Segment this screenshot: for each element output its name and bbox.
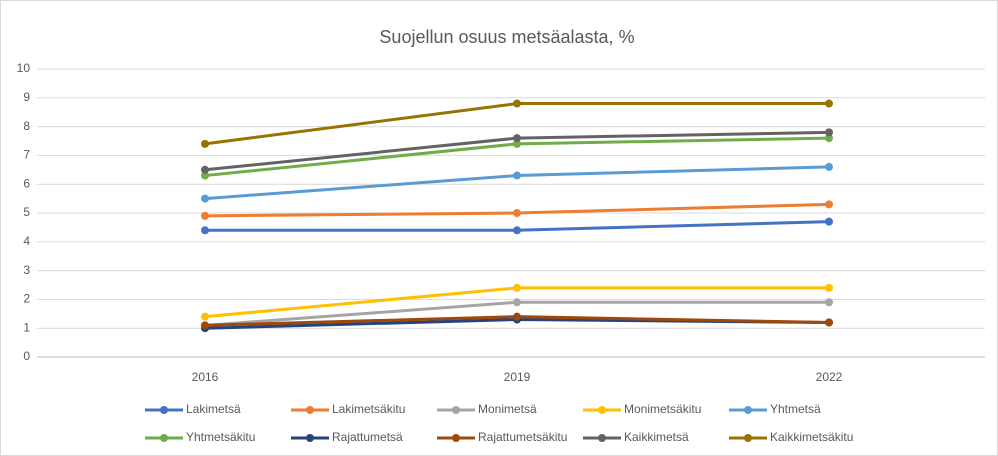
legend-label: Monimetsäkitu — [624, 402, 701, 416]
legend-marker — [160, 406, 168, 414]
y-tick-label: 7 — [23, 148, 30, 162]
data-point — [825, 162, 833, 171]
data-point — [201, 226, 209, 235]
y-tick-label: 1 — [23, 320, 30, 334]
legend-marker — [598, 406, 606, 414]
legend-label: Kaikkimetsäkitu — [770, 430, 853, 444]
data-point — [201, 171, 209, 180]
x-tick-label: 2019 — [504, 370, 531, 384]
data-point — [201, 165, 209, 174]
data-point — [513, 139, 521, 148]
legend-marker — [306, 406, 314, 414]
data-point — [201, 139, 209, 148]
x-tick-label: 2022 — [816, 370, 843, 384]
legend-label: Lakimetsäkitu — [332, 402, 405, 416]
data-point — [201, 312, 209, 321]
data-point — [513, 226, 521, 235]
legend-label: Rajattumetsäkitu — [478, 430, 567, 444]
data-point — [825, 128, 833, 137]
data-point — [513, 298, 521, 307]
legend-marker — [452, 406, 460, 414]
legend-marker — [598, 434, 606, 442]
data-point — [825, 99, 833, 108]
y-tick-label: 8 — [23, 119, 30, 133]
data-point — [513, 283, 521, 292]
y-tick-label: 6 — [23, 176, 30, 190]
y-tick-label: 0 — [23, 349, 30, 363]
legend-marker — [744, 434, 752, 442]
data-point — [825, 217, 833, 226]
data-point — [825, 298, 833, 307]
data-point — [513, 171, 521, 180]
data-point — [201, 321, 209, 330]
data-point — [201, 211, 209, 220]
legend-label: Yhtmetsä — [770, 402, 821, 416]
data-point — [513, 209, 521, 217]
y-tick-label: 2 — [23, 292, 30, 306]
data-point — [825, 318, 833, 327]
data-point — [825, 134, 833, 143]
legend-marker — [744, 406, 752, 414]
x-tick-label: 2016 — [192, 370, 219, 384]
data-point — [201, 194, 209, 203]
legend-label: Kaikkimetsä — [624, 430, 689, 444]
y-tick-label: 4 — [23, 234, 30, 248]
data-point — [825, 283, 833, 292]
y-tick-label: 5 — [23, 205, 30, 219]
legend-label: Lakimetsä — [186, 402, 241, 416]
legend-marker — [160, 434, 168, 442]
legend-marker — [452, 434, 460, 442]
legend-label: Monimetsä — [478, 402, 537, 416]
legend-label: Rajattumetsä — [332, 430, 403, 444]
data-point — [513, 312, 521, 321]
legend-marker — [306, 434, 314, 442]
y-tick-label: 3 — [23, 263, 30, 277]
chart-title: Suojellun osuus metsäalasta, % — [379, 27, 634, 47]
data-point — [513, 99, 521, 108]
data-point — [513, 134, 521, 143]
y-tick-label: 9 — [23, 90, 30, 104]
data-point — [825, 200, 833, 209]
legend-label: Yhtmetsäkitu — [186, 430, 255, 444]
y-tick-label: 10 — [17, 61, 31, 75]
